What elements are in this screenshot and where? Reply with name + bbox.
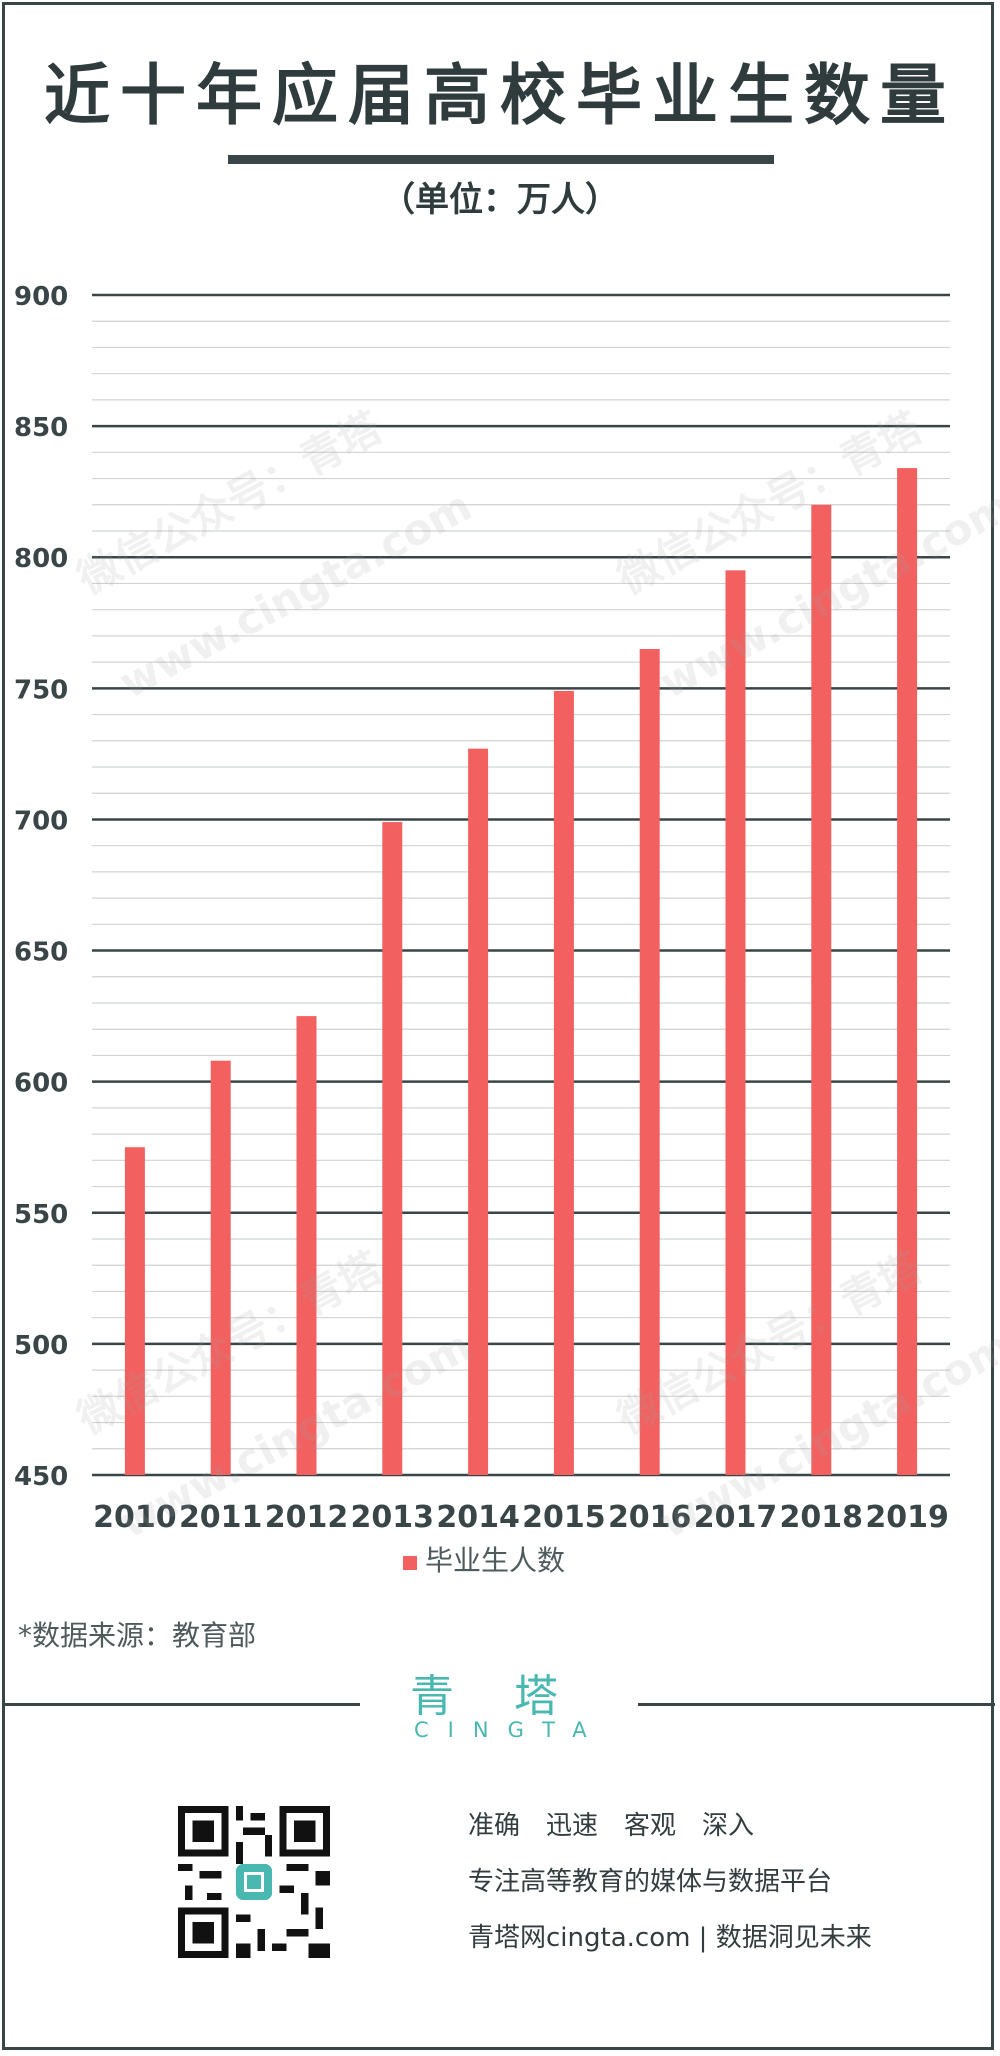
brand-logo-text: 青塔 [410, 1671, 618, 1722]
y-tick-label: 600 [14, 1069, 68, 1099]
slogan-line: 准确 迅速 客观 深入 [468, 1811, 755, 1841]
x-tick-label: 2016 [608, 1500, 692, 1535]
slogan-line: 专注高等教育的媒体与数据平台 [468, 1867, 833, 1897]
y-tick-label: 550 [14, 1200, 68, 1230]
x-tick-label: 2012 [265, 1500, 349, 1535]
bar [296, 1016, 317, 1475]
x-tick-label: 2019 [865, 1500, 949, 1535]
y-tick-label: 500 [14, 1331, 68, 1361]
data-source: *数据来源：教育部 [18, 1619, 257, 1652]
x-tick-label: 2017 [694, 1500, 778, 1535]
y-tick-label: 900 [14, 282, 68, 312]
bar [897, 468, 918, 1475]
y-tick-label: 650 [14, 938, 68, 968]
brand-logo-en: CINGTA [414, 1718, 606, 1742]
y-tick-label: 750 [14, 675, 68, 705]
bar [468, 748, 489, 1475]
chart-title: 近十年应届高校毕业生数量 [44, 57, 956, 134]
x-tick-label: 2014 [436, 1500, 520, 1535]
y-tick-label: 800 [14, 544, 68, 574]
x-tick-label: 2018 [780, 1500, 864, 1535]
x-tick-label: 2013 [351, 1500, 435, 1535]
legend-label: 毕业生人数 [425, 1544, 565, 1577]
y-tick-label: 850 [14, 413, 68, 443]
bar [553, 690, 574, 1475]
x-tick-label: 2010 [93, 1500, 177, 1535]
title-underline [228, 155, 774, 164]
footer-divider [5, 1703, 360, 1706]
footer-divider [638, 1703, 995, 1706]
qr-code[interactable] [178, 1806, 330, 1958]
slogan-line: 青塔网cingta.com | 数据洞见未来 [468, 1923, 872, 1953]
slogan-block: 准确 迅速 客观 深入 专注高等教育的媒体与数据平台 青塔网cingta.com… [468, 1806, 872, 1974]
legend-swatch [403, 1556, 417, 1570]
bar [210, 1060, 231, 1475]
x-tick-label: 2011 [179, 1500, 263, 1535]
y-tick-label: 450 [14, 1462, 68, 1492]
bar [725, 570, 746, 1475]
bar [639, 649, 660, 1475]
chart-unit: （单位：万人） [381, 180, 619, 220]
y-tick-label: 700 [14, 806, 68, 836]
bar [382, 822, 403, 1475]
bar [811, 504, 832, 1475]
bar [124, 1147, 145, 1475]
x-tick-label: 2015 [522, 1500, 606, 1535]
